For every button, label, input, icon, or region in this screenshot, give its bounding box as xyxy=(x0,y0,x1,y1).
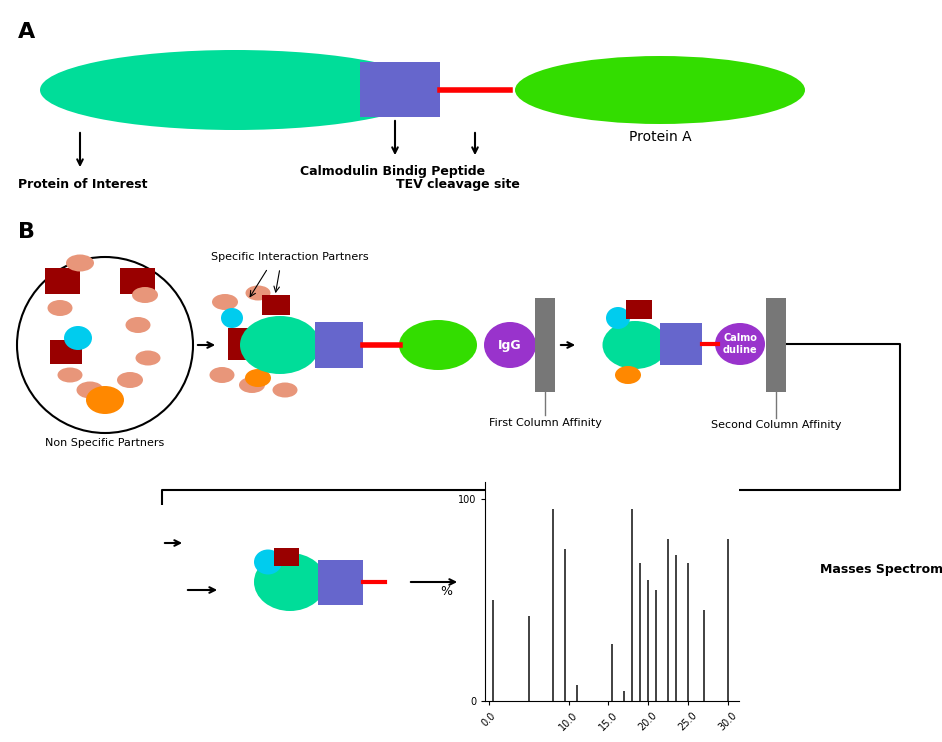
Ellipse shape xyxy=(64,326,92,350)
Ellipse shape xyxy=(239,377,265,393)
Bar xyxy=(228,328,250,360)
Text: First Column Affinity: First Column Affinity xyxy=(489,418,601,428)
Y-axis label: %: % xyxy=(441,585,452,598)
Text: TEV cleavage site: TEV cleavage site xyxy=(396,178,520,191)
Text: IgG: IgG xyxy=(498,338,522,352)
Bar xyxy=(50,340,82,364)
Ellipse shape xyxy=(254,550,282,574)
Bar xyxy=(660,323,702,365)
Ellipse shape xyxy=(715,323,765,365)
Ellipse shape xyxy=(484,322,536,368)
Ellipse shape xyxy=(125,317,151,333)
Ellipse shape xyxy=(66,255,94,272)
Bar xyxy=(360,62,440,117)
Text: Second Column Affinity: Second Column Affinity xyxy=(711,420,841,430)
Ellipse shape xyxy=(240,316,320,374)
Bar xyxy=(535,298,555,392)
Bar xyxy=(318,560,363,605)
Ellipse shape xyxy=(132,287,158,303)
Text: B: B xyxy=(18,222,35,242)
Text: Protein A: Protein A xyxy=(628,130,691,144)
Ellipse shape xyxy=(606,307,630,329)
Bar xyxy=(262,295,290,315)
Ellipse shape xyxy=(212,294,238,310)
Text: Non Specific Partners: Non Specific Partners xyxy=(45,438,165,448)
Ellipse shape xyxy=(86,386,124,414)
Ellipse shape xyxy=(254,553,326,611)
Ellipse shape xyxy=(515,56,805,124)
Bar xyxy=(120,268,155,294)
Text: Calmo
duline: Calmo duline xyxy=(723,333,757,355)
Text: Protein of Interest: Protein of Interest xyxy=(18,178,148,191)
Ellipse shape xyxy=(76,381,104,398)
Ellipse shape xyxy=(47,300,73,316)
Ellipse shape xyxy=(40,50,430,130)
Ellipse shape xyxy=(245,369,271,387)
Bar xyxy=(626,300,652,319)
Ellipse shape xyxy=(209,367,235,383)
Ellipse shape xyxy=(117,372,143,388)
Text: Specific Interaction Partners: Specific Interaction Partners xyxy=(211,252,369,262)
Text: Masses Spectrometry: Masses Spectrometry xyxy=(820,563,942,577)
Ellipse shape xyxy=(272,382,298,398)
Ellipse shape xyxy=(246,286,270,301)
Ellipse shape xyxy=(221,308,243,328)
Ellipse shape xyxy=(399,320,477,370)
Text: A: A xyxy=(18,22,35,42)
Ellipse shape xyxy=(136,350,160,366)
Bar xyxy=(315,322,363,368)
Ellipse shape xyxy=(57,367,83,382)
Bar xyxy=(766,298,786,392)
Ellipse shape xyxy=(615,366,641,384)
Text: Calmodulin Bindig Peptide: Calmodulin Bindig Peptide xyxy=(300,165,485,178)
Bar xyxy=(274,548,299,566)
Bar xyxy=(45,268,80,294)
Ellipse shape xyxy=(603,321,668,369)
